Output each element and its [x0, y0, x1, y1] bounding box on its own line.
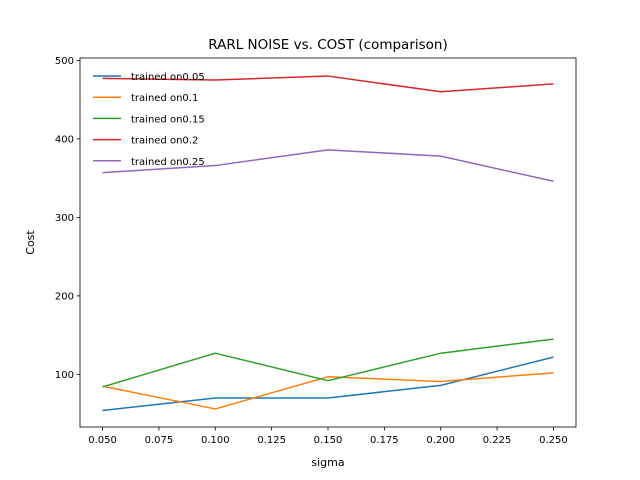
x-axis: 0.050 0.075 0.100 0.125 0.150 0.175 0.200 0.225… [88, 427, 568, 446]
series-line-3 [102, 75, 554, 93]
y-axis-label: Cost [24, 230, 37, 255]
x-tick-label: 0.100 [201, 435, 230, 446]
x-axis-label: sigma [311, 456, 344, 469]
y-tick-label: 300 [55, 213, 74, 224]
x-tick-label: 0.200 [426, 435, 455, 446]
series-line-1 [102, 372, 554, 410]
x-tick-label: 0.175 [370, 435, 399, 446]
x-tick-label: 0.050 [88, 435, 117, 446]
x-tick-label: 0.075 [145, 435, 174, 446]
legend-label-0: trained on0.05 [131, 72, 205, 83]
y-axis: 100 200 300 400 500 [55, 56, 80, 381]
x-tick-label: 0.125 [257, 435, 286, 446]
legend: trained on0.05 trained on0.1 trained on0.1… [93, 72, 205, 168]
series-line-4 [102, 149, 554, 182]
x-tick-label: 0.150 [314, 435, 343, 446]
y-tick-label: 500 [55, 56, 74, 67]
legend-label-2: trained on0.15 [131, 114, 205, 125]
y-tick-label: 400 [55, 134, 74, 145]
x-tick-label: 0.250 [539, 435, 568, 446]
x-tick-label: 0.225 [483, 435, 512, 446]
y-tick-label: 200 [55, 291, 74, 302]
legend-label-4: trained on0.25 [131, 157, 205, 168]
legend-label-3: trained on0.2 [131, 136, 198, 147]
series-line-0 [102, 356, 554, 412]
plot-lines [102, 75, 554, 412]
chart-title: RARL NOISE vs. COST (comparison) [208, 37, 447, 53]
series-line-2 [102, 338, 554, 388]
y-tick-label: 100 [55, 370, 74, 381]
legend-label-1: trained on0.1 [131, 93, 198, 104]
